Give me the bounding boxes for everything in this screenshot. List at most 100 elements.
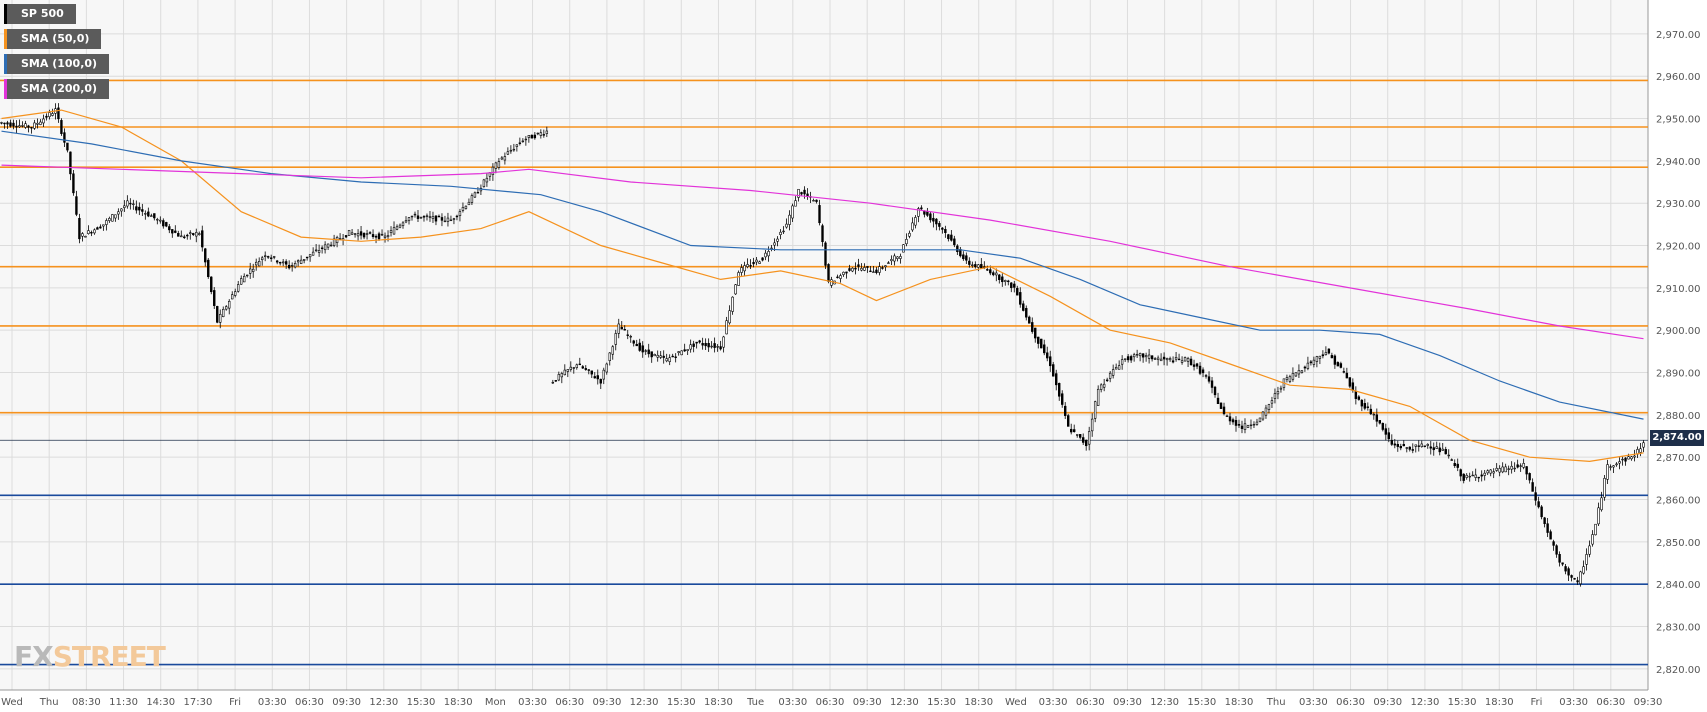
candle-body [1312, 359, 1316, 365]
candle-body [431, 216, 435, 219]
candle-body [1384, 428, 1388, 435]
candle-body [177, 233, 180, 237]
x-tick-label: 03:30 [258, 697, 287, 708]
candle-body [117, 211, 120, 215]
candle-body [1339, 363, 1343, 368]
x-tick-label: 08:30 [72, 697, 101, 708]
candle-body [243, 275, 246, 283]
candle-body [78, 218, 81, 240]
candle-body [641, 345, 644, 353]
candle-body [692, 343, 695, 347]
candle-body [269, 257, 273, 259]
candle-body [383, 235, 387, 238]
candle-body [1585, 554, 1588, 565]
candle-body [1255, 421, 1259, 425]
candle-body [210, 276, 213, 293]
candle-body [815, 199, 818, 202]
candle-body [599, 378, 602, 384]
candle-body [686, 349, 689, 351]
candle-body [1123, 358, 1127, 360]
candle-body [902, 244, 905, 253]
candle-body [287, 264, 291, 269]
candle-body [710, 345, 713, 348]
candle-body [174, 230, 177, 233]
candle-body [1177, 358, 1181, 361]
candle-body [611, 346, 614, 355]
candle-body [1474, 474, 1477, 478]
y-tick-label: 2,880.00 [1656, 411, 1701, 422]
candle-body [1207, 376, 1211, 382]
x-tick-label: 03:30 [1559, 697, 1588, 708]
candle-body [1306, 362, 1310, 369]
candle-body [731, 296, 734, 312]
candle-body [1037, 336, 1040, 344]
candle-body [866, 266, 869, 268]
candle-body [1402, 444, 1405, 447]
candle-body [96, 227, 99, 230]
candle-body [674, 356, 677, 358]
y-tick-label: 2,930.00 [1656, 199, 1701, 210]
candle-body [102, 224, 105, 227]
candle-body [1336, 362, 1340, 367]
candle-body [914, 217, 917, 226]
candle-body [521, 140, 525, 143]
candle-body [941, 227, 944, 230]
x-tick-label: 09:30 [1113, 697, 1142, 708]
candle-body [15, 125, 18, 128]
candle-body [1405, 447, 1408, 449]
candle-body [608, 352, 611, 362]
x-tick-label: 03:30 [1299, 697, 1328, 708]
candle-body [1228, 416, 1232, 422]
candle-body [737, 272, 740, 286]
candle-body [1480, 474, 1483, 477]
candle-body [1591, 534, 1594, 545]
candle-body [524, 138, 528, 141]
candle-body [225, 306, 228, 310]
candle-body [875, 269, 878, 274]
candle-body [1147, 354, 1151, 359]
candle-body [800, 192, 803, 195]
candle-body [1333, 355, 1337, 365]
candle-body [1234, 420, 1238, 426]
candle-body [180, 235, 183, 238]
candle-body [563, 369, 567, 376]
fxstreet-watermark: FXSTREET [14, 640, 166, 673]
candle-body [1072, 429, 1076, 433]
candle-body [1198, 365, 1202, 374]
candle-body [389, 230, 393, 234]
candle-body [989, 269, 992, 274]
candle-body [413, 213, 417, 216]
candle-body [656, 354, 659, 358]
candle-body [824, 242, 827, 266]
candle-body [1435, 446, 1438, 449]
candle-body [1357, 396, 1361, 400]
candle-body [395, 226, 399, 230]
candle-body [1492, 471, 1495, 474]
candle-body [323, 244, 327, 251]
candle-body [716, 346, 719, 348]
candle-body [965, 255, 968, 261]
candle-body [440, 217, 444, 221]
candle-body [1168, 358, 1172, 361]
y-tick-label: 2,920.00 [1656, 242, 1701, 253]
candle-body [1327, 348, 1331, 354]
candle-body [1642, 442, 1645, 448]
candle-body [890, 259, 893, 262]
candle-body [1453, 463, 1456, 467]
x-tick-label: 12:30 [1150, 697, 1179, 708]
candle-body [1318, 355, 1322, 359]
candle-body [407, 217, 411, 222]
candle-body [446, 217, 450, 222]
candle-body [246, 274, 249, 277]
candle-body [1462, 473, 1465, 481]
candle-body [1058, 383, 1061, 397]
current-price-tag: 2,874.00 [1650, 430, 1704, 446]
candle-body [629, 335, 632, 338]
candle-body [1120, 359, 1124, 365]
candle-body [69, 151, 72, 175]
candle-body [491, 166, 495, 175]
candle-body [1246, 425, 1250, 428]
candle-body [66, 142, 69, 151]
candle-body [1249, 424, 1253, 427]
candle-body [746, 264, 749, 268]
